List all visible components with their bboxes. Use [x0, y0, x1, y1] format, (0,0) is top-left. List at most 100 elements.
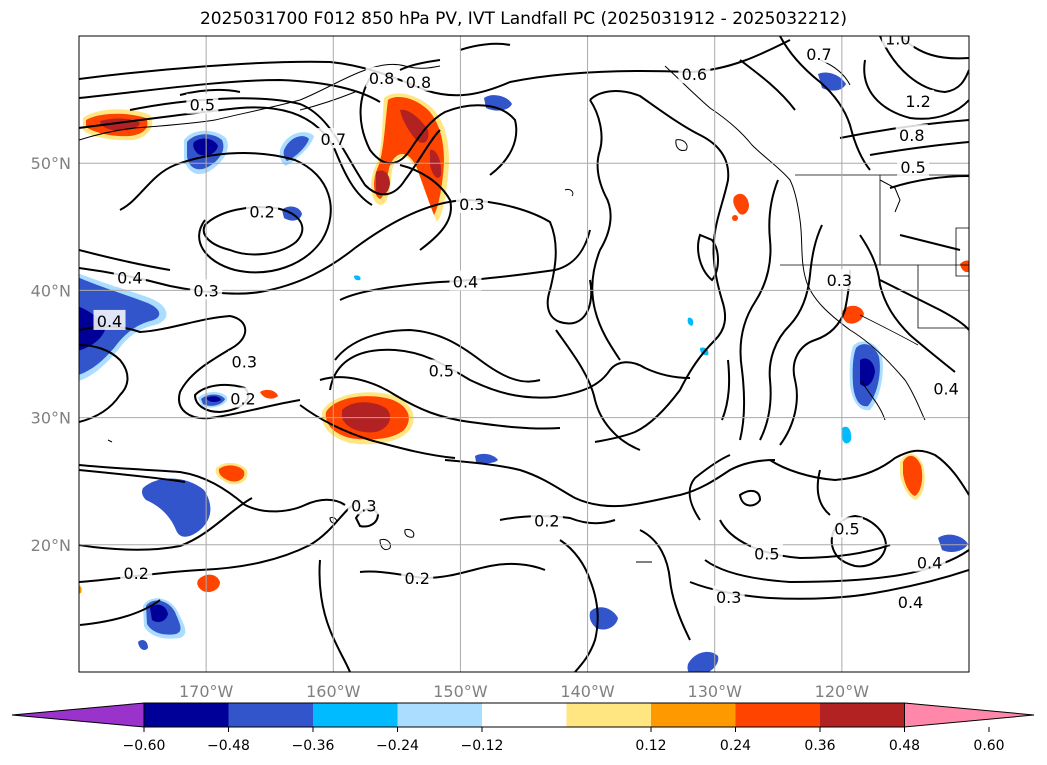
colorbar-segment: [820, 703, 905, 727]
colorbar-extend-high: [904, 702, 1035, 728]
contour-label: 1.0: [885, 30, 910, 49]
contour-label: 0.7: [806, 45, 831, 64]
lon-tick-label: 140°W: [560, 682, 615, 701]
contour-label: 0.6: [682, 65, 707, 84]
colorbar-tick-label: 0.24: [720, 738, 751, 754]
colorbar-tick-label: −0.12: [461, 738, 504, 754]
contour-label-bg: [227, 387, 260, 408]
contour-label: 0.3: [827, 271, 852, 290]
pv-positive-region: [733, 193, 749, 215]
contour-label-bg: [246, 200, 279, 221]
pv-negative-region: [475, 453, 498, 464]
contour-label: 0.5: [834, 519, 859, 538]
contour-label: 0.8: [406, 73, 431, 92]
pv-positive-region: [197, 574, 220, 592]
contour-label-bg: [894, 591, 927, 612]
coastlines: [79, 59, 926, 563]
contour-label: 0.3: [459, 195, 484, 214]
colorbar-segment: [651, 703, 736, 727]
lat-tick-label: 40°N: [31, 281, 71, 300]
lon-tick-label: 160°W: [306, 682, 361, 701]
contour-label: 0.4: [97, 312, 122, 331]
lon-tick-label: 170°W: [179, 682, 234, 701]
colorbar-segment: [735, 703, 820, 727]
contour-label-bg: [347, 494, 380, 515]
colorbar-tick-label: 0.60: [973, 738, 1004, 754]
contour-label: 0.2: [123, 564, 148, 583]
contour-label: 0.4: [917, 554, 942, 573]
contour-label-bg: [455, 192, 488, 213]
colorbar-segment: [482, 703, 567, 727]
contour-label-bg: [402, 70, 435, 91]
colorbar-tick-label: −0.24: [376, 738, 419, 754]
contour-label-bg: [186, 93, 219, 114]
contour-label: 0.4: [117, 269, 142, 288]
contour-label-bg: [113, 266, 146, 287]
plot-frame: [78, 35, 970, 673]
gridlines: [79, 36, 969, 672]
pv-negative-region: [842, 426, 852, 444]
contour-label-bg: [930, 377, 963, 398]
pv-negative-region: [687, 651, 719, 672]
lat-tick-label: 20°N: [31, 536, 71, 555]
colorbar-tick-label: 0.48: [889, 738, 920, 754]
contour-label: 0.3: [232, 353, 257, 372]
contour-label: 0.5: [190, 96, 215, 115]
contour-label-bg: [902, 89, 935, 110]
colorbar-tick-label: 0.36: [804, 738, 835, 754]
contour-label-bg: [190, 279, 223, 300]
colorbar-segment: [397, 703, 482, 727]
contour-label: 0.8: [369, 69, 394, 88]
pv-positive-region: [842, 305, 864, 324]
contour-label-bg: [802, 42, 835, 63]
contour-label-bg: [712, 585, 745, 606]
colorbar-segment: [144, 703, 229, 727]
contour-label-bg: [881, 36, 914, 48]
contour-label: 0.3: [193, 281, 218, 300]
contour-label: 0.2: [249, 203, 274, 222]
contour-labels: 0.5 0.8 0.8 0.7 0.6 0.7 1.0 1.2 0.8 0.5 0.2 0.3 0.4 0…: [93, 30, 963, 612]
contour-label-bg: [401, 566, 434, 587]
contour-label-bg: [897, 156, 930, 177]
colorbar-segment: [228, 703, 313, 727]
contour-label-bg: [120, 561, 153, 582]
pv-negative-region: [938, 534, 968, 552]
contour-label-bg: [830, 517, 863, 538]
pv-negative-region: [589, 607, 618, 630]
contour-label: 0.4: [453, 272, 478, 291]
longitude-labels: 170°W 160°W 150°W 140°W 130°W 120°W: [179, 682, 869, 701]
contour-label: 0.5: [754, 545, 779, 564]
contour-label: 0.3: [351, 496, 376, 515]
lon-tick-label: 150°W: [433, 682, 488, 701]
contour-label-bg: [449, 270, 482, 291]
contour-label: 0.2: [404, 569, 429, 588]
contour-label-bg: [317, 128, 350, 149]
contour-label: 0.5: [900, 158, 925, 177]
contour-label: 0.7: [321, 130, 346, 149]
contour-label: 0.2: [230, 390, 255, 409]
lat-tick-label: 30°N: [31, 409, 71, 428]
colorbar-tick-label: −0.48: [207, 738, 250, 754]
contour-label: 0.4: [933, 379, 958, 398]
contour-label: 1.2: [905, 92, 930, 111]
contour-label-bg: [425, 359, 458, 380]
contour-label: 0.8: [899, 126, 924, 145]
political-borders: [780, 174, 969, 346]
colorbar-tick-label: −0.36: [292, 738, 335, 754]
contour-label: 0.3: [716, 588, 741, 607]
contour-label-bg: [823, 269, 856, 290]
pv-negative-region: [142, 478, 211, 537]
lon-tick-label: 130°W: [688, 682, 743, 701]
contour-label-bg: [913, 551, 946, 572]
contour-label: 0.5: [429, 362, 454, 381]
lat-tick-label: 50°N: [31, 154, 71, 173]
colorbar-segment: [313, 703, 398, 727]
contour-label-bg: [530, 509, 563, 530]
contour-label: 0.4: [898, 593, 923, 612]
contour-label-bg: [93, 309, 126, 330]
contour-label-bg: [750, 542, 783, 563]
contour-label: 0.2: [534, 512, 559, 531]
contour-label-bg: [228, 350, 261, 371]
colorbar-segment: [566, 703, 651, 727]
